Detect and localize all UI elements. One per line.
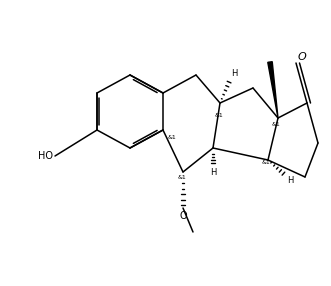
Text: O: O — [298, 52, 307, 62]
Text: H: H — [231, 69, 237, 78]
Text: &1: &1 — [215, 113, 224, 118]
Polygon shape — [268, 62, 278, 118]
Text: HO: HO — [38, 151, 53, 161]
Text: &1: &1 — [168, 135, 177, 140]
Text: O: O — [179, 211, 187, 221]
Text: &1: &1 — [262, 160, 271, 165]
Text: &1: &1 — [178, 175, 187, 180]
Text: H: H — [287, 176, 293, 185]
Text: &1: &1 — [272, 122, 281, 127]
Text: H: H — [210, 168, 216, 177]
